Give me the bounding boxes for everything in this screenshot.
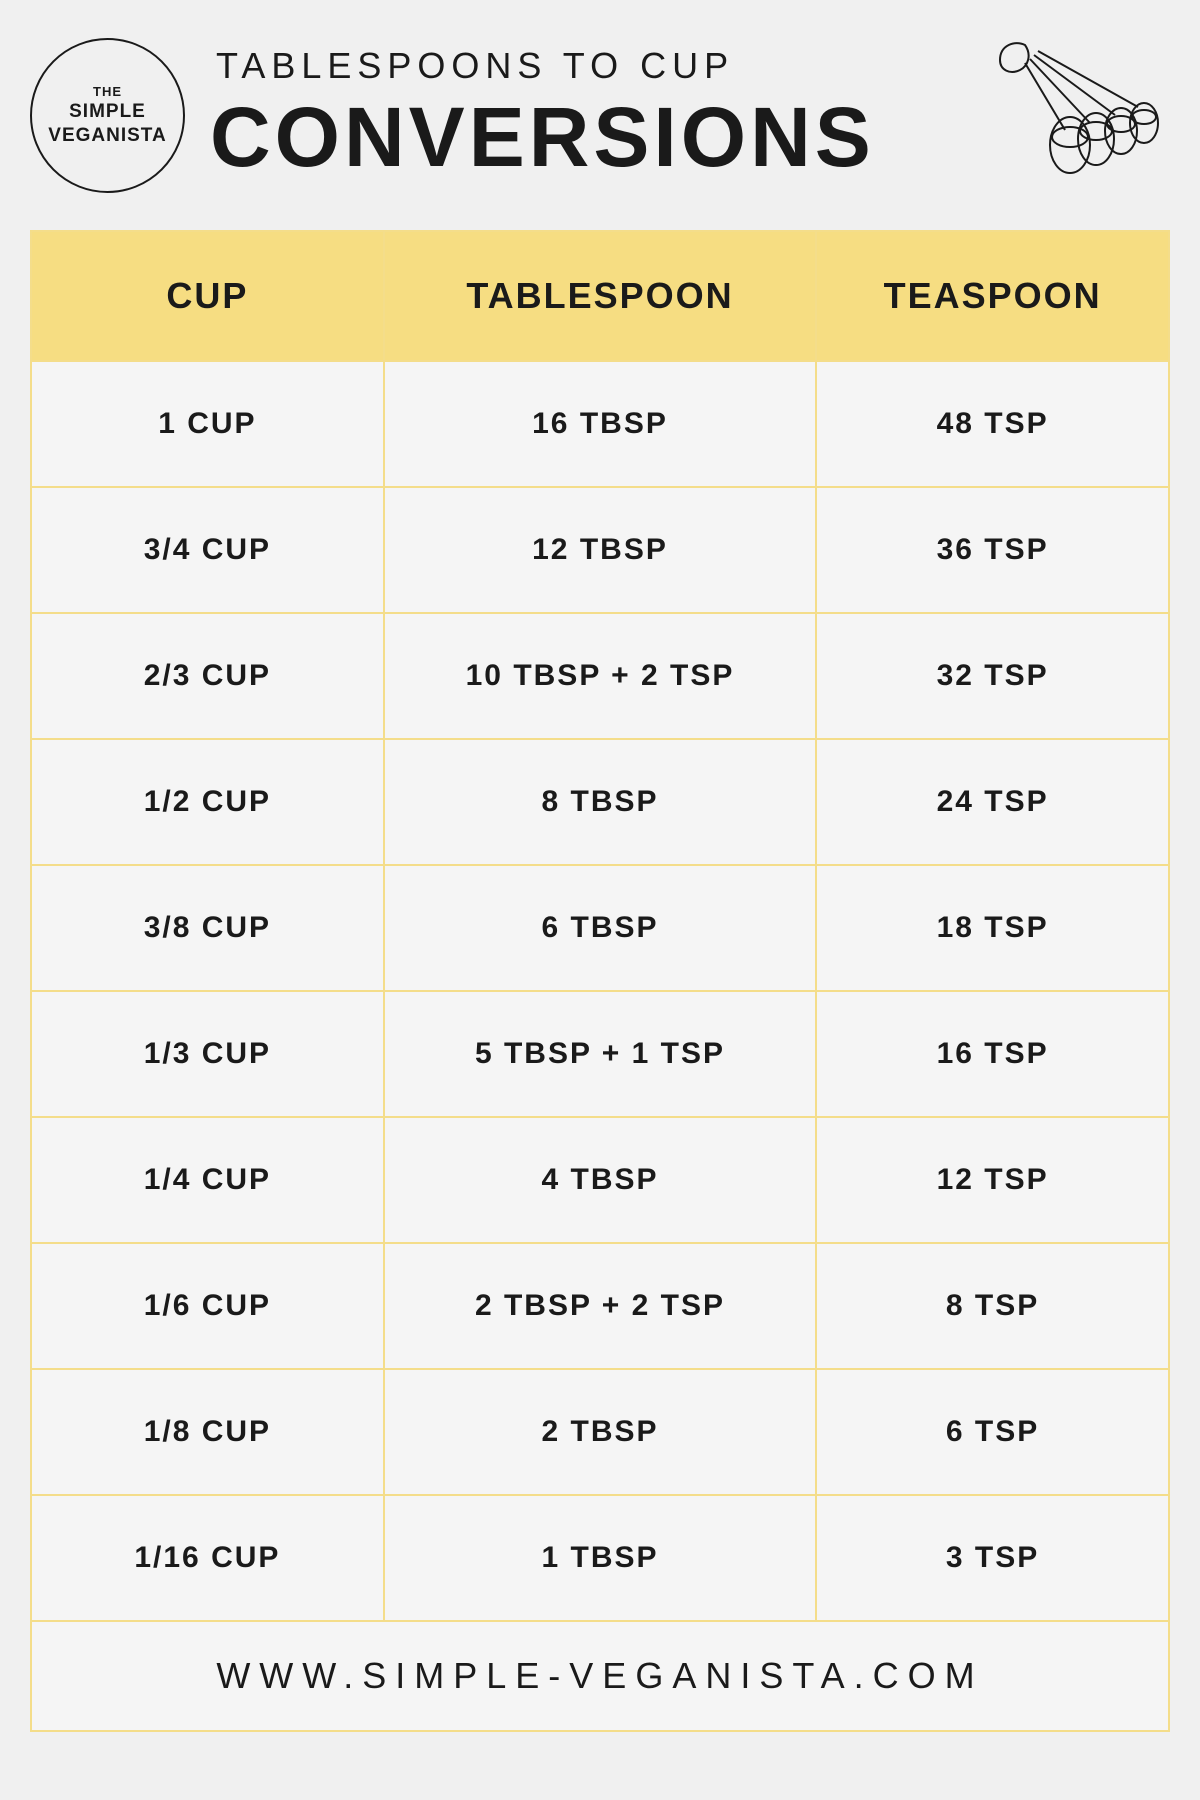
table-cell: 6 TSP	[816, 1369, 1169, 1495]
table-cell: 6 TBSP	[384, 865, 816, 991]
logo-line-3: VEGANISTA	[48, 125, 166, 147]
logo-badge: THE SIMPLE VEGANISTA	[30, 38, 185, 193]
table-cell: 10 TBSP + 2 TSP	[384, 613, 816, 739]
table-row: 1/8 CUP2 TBSP6 TSP	[31, 1369, 1169, 1495]
table-row: 1 CUP16 TBSP48 TSP	[31, 361, 1169, 487]
column-header-cup: CUP	[31, 231, 384, 361]
table-cell: 2/3 CUP	[31, 613, 384, 739]
table-cell: 12 TBSP	[384, 487, 816, 613]
table-cell: 1/6 CUP	[31, 1243, 384, 1369]
conversion-table: CUP TABLESPOON TEASPOON 1 CUP16 TBSP48 T…	[30, 230, 1170, 1732]
table-row: 1/3 CUP5 TBSP + 1 TSP16 TSP	[31, 991, 1169, 1117]
table-row: 1/6 CUP2 TBSP + 2 TSP8 TSP	[31, 1243, 1169, 1369]
table-cell: 1/3 CUP	[31, 991, 384, 1117]
header: THE SIMPLE VEGANISTA TABLESPOONS TO CUP …	[30, 30, 1170, 200]
table-cell: 2 TBSP	[384, 1369, 816, 1495]
table-row: 2/3 CUP10 TBSP + 2 TSP32 TSP	[31, 613, 1169, 739]
column-header-teaspoon: TEASPOON	[816, 231, 1169, 361]
logo-line-1: THE	[93, 84, 122, 99]
table-cell: 1/8 CUP	[31, 1369, 384, 1495]
table-row: 3/8 CUP6 TBSP18 TSP	[31, 865, 1169, 991]
column-header-tablespoon: TABLESPOON	[384, 231, 816, 361]
table-cell: 12 TSP	[816, 1117, 1169, 1243]
table-cell: 18 TSP	[816, 865, 1169, 991]
table-row: 3/4 CUP12 TBSP36 TSP	[31, 487, 1169, 613]
table-cell: 1 TBSP	[384, 1495, 816, 1621]
page-subtitle: TABLESPOONS TO CUP	[216, 45, 945, 87]
table-cell: 3/4 CUP	[31, 487, 384, 613]
table-cell: 24 TSP	[816, 739, 1169, 865]
table-cell: 4 TBSP	[384, 1117, 816, 1243]
title-block: TABLESPOONS TO CUP CONVERSIONS	[210, 45, 945, 186]
table-cell: 16 TSP	[816, 991, 1169, 1117]
table-cell: 3 TSP	[816, 1495, 1169, 1621]
table-cell: 1/2 CUP	[31, 739, 384, 865]
table-cell: 8 TSP	[816, 1243, 1169, 1369]
table-cell: 16 TBSP	[384, 361, 816, 487]
page-title: CONVERSIONS	[210, 89, 945, 186]
table-cell: 2 TBSP + 2 TSP	[384, 1243, 816, 1369]
table-header-row: CUP TABLESPOON TEASPOON	[31, 231, 1169, 361]
table-cell: 1/16 CUP	[31, 1495, 384, 1621]
table-cell: 48 TSP	[816, 361, 1169, 487]
table-cell: 3/8 CUP	[31, 865, 384, 991]
table-cell: 32 TSP	[816, 613, 1169, 739]
table-row: 1/4 CUP4 TBSP12 TSP	[31, 1117, 1169, 1243]
table-cell: 5 TBSP + 1 TSP	[384, 991, 816, 1117]
table-cell: 1 CUP	[31, 361, 384, 487]
logo-line-2: SIMPLE	[69, 101, 146, 123]
measuring-spoons-icon	[970, 35, 1170, 195]
table-cell: 1/4 CUP	[31, 1117, 384, 1243]
table-footer-row: WWW.SIMPLE-VEGANISTA.COM	[31, 1621, 1169, 1731]
footer-url: WWW.SIMPLE-VEGANISTA.COM	[31, 1621, 1169, 1731]
table-row: 1/16 CUP1 TBSP3 TSP	[31, 1495, 1169, 1621]
table-row: 1/2 CUP8 TBSP24 TSP	[31, 739, 1169, 865]
table-cell: 36 TSP	[816, 487, 1169, 613]
table-cell: 8 TBSP	[384, 739, 816, 865]
